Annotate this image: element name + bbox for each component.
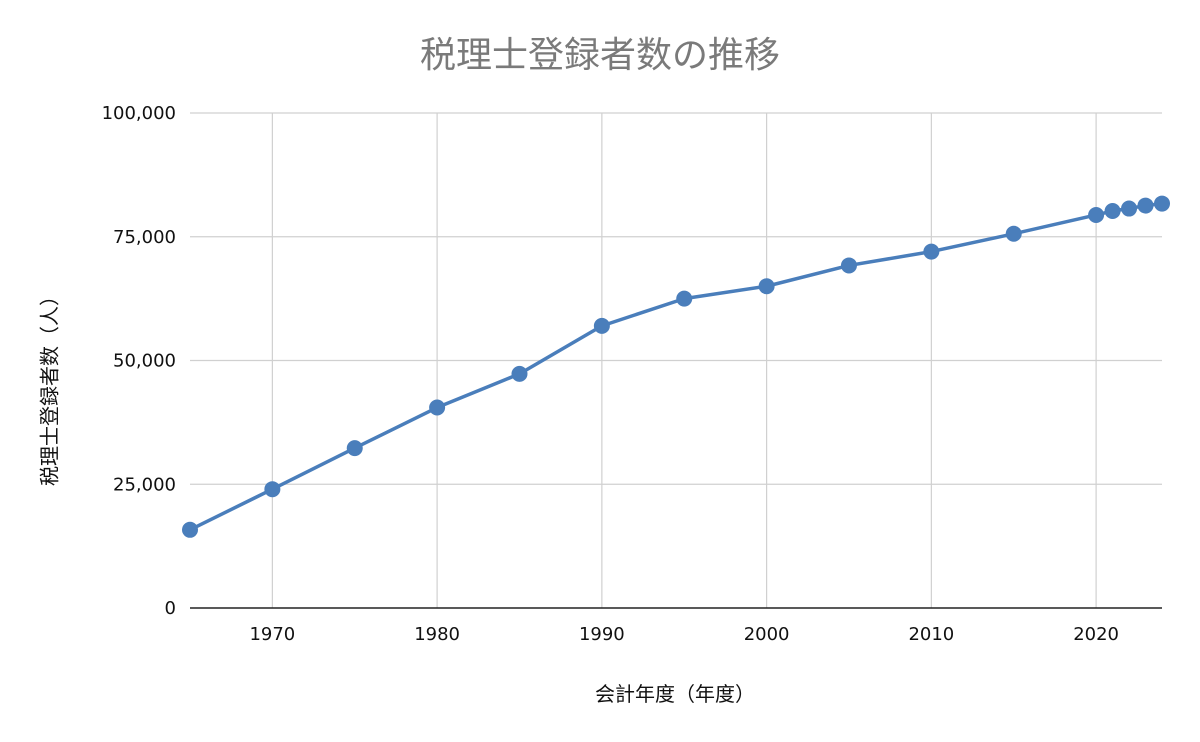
data-point bbox=[1088, 206, 1105, 223]
y-tick-label: 25,000 bbox=[113, 474, 176, 495]
data-point bbox=[346, 440, 363, 457]
data-point bbox=[593, 317, 610, 334]
x-tick-label: 1970 bbox=[249, 624, 295, 645]
data-point bbox=[429, 399, 446, 416]
y-tick-label: 75,000 bbox=[113, 227, 176, 248]
x-tick-label: 2010 bbox=[908, 624, 954, 645]
data-point bbox=[1154, 195, 1170, 212]
data-point bbox=[758, 278, 775, 295]
chart-title: 税理士登録者数の推移 bbox=[419, 35, 780, 76]
data-point bbox=[840, 257, 857, 274]
y-tick-label: 100,000 bbox=[102, 103, 176, 124]
data-point bbox=[1121, 200, 1138, 217]
data-point bbox=[264, 481, 281, 498]
data-point bbox=[511, 365, 528, 382]
data-point bbox=[923, 243, 940, 260]
x-axis-title: 会計年度（年度） bbox=[595, 682, 755, 706]
data-point bbox=[182, 521, 198, 538]
x-tick-label: 1990 bbox=[579, 624, 625, 645]
series-line bbox=[189, 201, 1163, 532]
x-tick-label: 1980 bbox=[414, 624, 460, 645]
y-axis-title: 税理士登録者数（人） bbox=[37, 286, 62, 486]
data-point bbox=[1104, 203, 1121, 220]
data-point bbox=[1137, 197, 1154, 214]
x-tick-label: 2020 bbox=[1073, 624, 1119, 645]
x-tick-label: 2000 bbox=[744, 624, 790, 645]
data-point bbox=[676, 290, 693, 307]
y-tick-label: 0 bbox=[165, 598, 176, 619]
y-tick-label: 50,000 bbox=[113, 351, 176, 372]
data-point bbox=[1005, 225, 1022, 242]
